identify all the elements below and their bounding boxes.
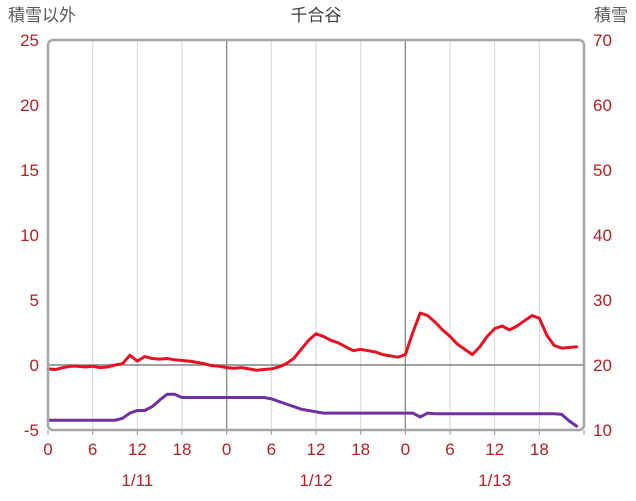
y-left-tick-label: 0 [30,356,39,375]
x-hour-tick-label: 12 [307,440,326,459]
y-left-tick-label: -5 [24,421,39,440]
y-left-tick-label: 5 [30,291,39,310]
x-hour-tick-label: 18 [351,440,370,459]
x-hour-tick-label: 0 [222,440,231,459]
x-hour-tick-label: 0 [401,440,410,459]
y-right-tick-label: 50 [593,161,612,180]
y-right-tick-label: 30 [593,291,612,310]
x-hour-tick-label: 12 [485,440,504,459]
series-snow-depth-line [46,392,579,428]
x-hour-tick-label: 18 [530,440,549,459]
y-right-tick-label: 20 [593,356,612,375]
left-axis-title: 積雪以外 [8,6,76,25]
y-left-tick-label: 10 [20,226,39,245]
series-other-than-snow-line [46,311,579,372]
x-hour-tick-label: 6 [88,440,97,459]
y-right-tick-label: 10 [593,421,612,440]
right-axis-title: 積雪 [594,6,628,25]
y-right-tick-label: 40 [593,226,612,245]
plot-border [46,38,586,432]
x-hour-tick-label: 0 [43,440,52,459]
x-date-label: 1/11 [121,471,153,490]
x-date-label: 1/12 [299,471,332,490]
y-left-tick-label: 25 [20,31,39,50]
x-hour-tick-label: 18 [173,440,192,459]
chart-title: 千合谷 [291,6,342,25]
x-hour-tick-label: 12 [128,440,147,459]
y-right-tick-label: 70 [593,31,612,50]
x-hour-tick-label: 6 [445,440,454,459]
y-right-tick-label: 60 [593,96,612,115]
x-hour-tick-label: 6 [267,440,276,459]
x-date-label: 1/13 [478,471,511,490]
y-left-tick-label: 15 [20,161,39,180]
y-left-tick-label: 20 [20,96,39,115]
